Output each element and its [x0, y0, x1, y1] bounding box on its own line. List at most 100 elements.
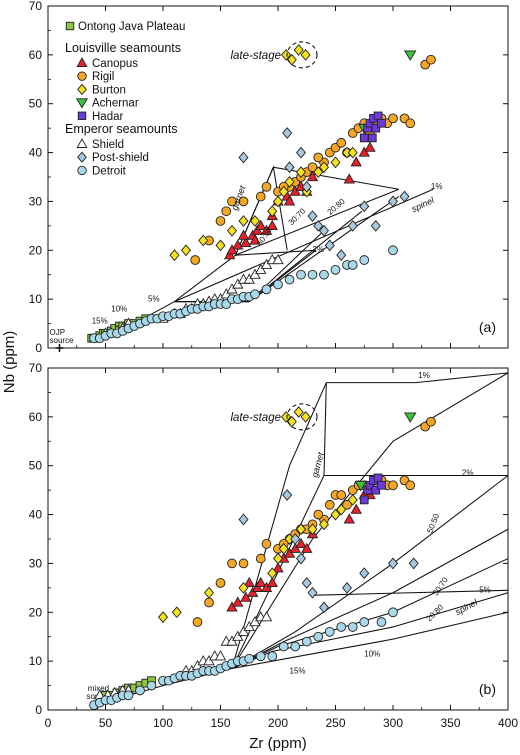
- data-point: [123, 690, 134, 701]
- data-point: [243, 576, 255, 588]
- y-axis-label: Nb (ppm): [1, 331, 18, 394]
- y-tick-label: 20: [29, 605, 43, 619]
- data-point: [313, 631, 324, 642]
- data-point: [307, 210, 318, 222]
- data-point: [237, 625, 250, 636]
- data-point: [255, 219, 267, 230]
- source-label: source: [50, 336, 75, 345]
- data-point: [249, 615, 261, 627]
- data-point: [313, 166, 324, 179]
- data-point: [399, 190, 410, 203]
- y-tick-label: 30: [29, 194, 43, 208]
- data-point: [281, 48, 292, 61]
- y-tick-label: 30: [29, 556, 43, 570]
- x-tick-label: 400: [498, 716, 518, 730]
- melting-model-line: [231, 558, 509, 669]
- model-line-label: 2%: [462, 468, 474, 477]
- data-point: [169, 249, 180, 262]
- data-point: [238, 513, 249, 526]
- data-point: [367, 133, 377, 143]
- data-point: [388, 113, 398, 124]
- data-point: [371, 485, 381, 495]
- data-point: [307, 162, 318, 173]
- data-point: [171, 606, 182, 619]
- x-tick-label: 50: [99, 716, 113, 730]
- data-point: [330, 264, 341, 275]
- data-point: [343, 513, 356, 524]
- data-point: [318, 518, 330, 531]
- data-point: [284, 274, 295, 285]
- data-point: [283, 547, 296, 558]
- data-point: [296, 269, 306, 280]
- data-point: [373, 473, 383, 483]
- data-point: [306, 170, 319, 182]
- data-point: [261, 181, 272, 192]
- data-point: [376, 617, 387, 627]
- data-point: [190, 255, 201, 265]
- data-point: [347, 494, 358, 506]
- data-point: [301, 636, 312, 647]
- y-tick-label: 40: [29, 508, 43, 522]
- data-point: [260, 258, 273, 270]
- data-point: [313, 509, 324, 520]
- data-point: [359, 255, 370, 265]
- data-point: [204, 597, 214, 608]
- data-point: [215, 239, 226, 252]
- melting-model-line: [231, 382, 327, 669]
- data-point: [227, 196, 237, 207]
- data-point: [330, 156, 341, 169]
- data-point: [272, 253, 284, 265]
- data-point: [244, 653, 255, 664]
- data-point: [300, 410, 311, 423]
- legend-entry: Detroit: [92, 165, 127, 177]
- data-point: [324, 499, 335, 510]
- data-point: [232, 278, 244, 289]
- data-point: [359, 133, 369, 143]
- data-point: [226, 635, 238, 646]
- data-point: [318, 161, 330, 174]
- data-point: [260, 611, 273, 622]
- data-point: [250, 289, 260, 300]
- data-point: [293, 44, 304, 56]
- data-point: [359, 200, 370, 213]
- data-point: [347, 622, 358, 632]
- data-point: [272, 562, 284, 573]
- data-point: [295, 552, 307, 565]
- data-point: [146, 680, 157, 691]
- y-tick-label: 70: [29, 361, 43, 375]
- data-point: [261, 539, 272, 549]
- legend-entry: Ontong Java Plateau: [78, 21, 185, 33]
- y-tick-label: 60: [29, 48, 43, 62]
- data-point: [215, 578, 226, 588]
- melting-model-line: [234, 165, 288, 256]
- melting-model-line: [231, 475, 509, 669]
- data-point: [290, 641, 301, 652]
- panel-label: (b): [479, 681, 496, 697]
- data-point: [301, 542, 313, 553]
- data-point: [135, 685, 145, 696]
- legend-entry: Canopus: [92, 58, 138, 70]
- x-tick-label: 100: [153, 716, 173, 730]
- model-line-label: 10%: [111, 304, 127, 313]
- data-point: [403, 50, 417, 61]
- data-point: [408, 557, 419, 570]
- data-point: [203, 586, 215, 599]
- data-point: [295, 537, 307, 548]
- data-point: [249, 215, 261, 227]
- data-point: [336, 503, 347, 516]
- data-point: [278, 542, 289, 555]
- legend-entry: Hadar: [92, 111, 123, 123]
- data-point: [278, 185, 289, 198]
- data-point: [260, 224, 273, 235]
- data-point: [192, 617, 203, 627]
- panel-label: (a): [479, 319, 496, 335]
- data-point: [249, 268, 261, 279]
- model-line-label: 5%: [479, 586, 491, 595]
- y-tick-label: 70: [29, 0, 43, 13]
- data-point: [350, 503, 362, 514]
- data-point: [319, 269, 329, 280]
- data-point: [260, 581, 273, 592]
